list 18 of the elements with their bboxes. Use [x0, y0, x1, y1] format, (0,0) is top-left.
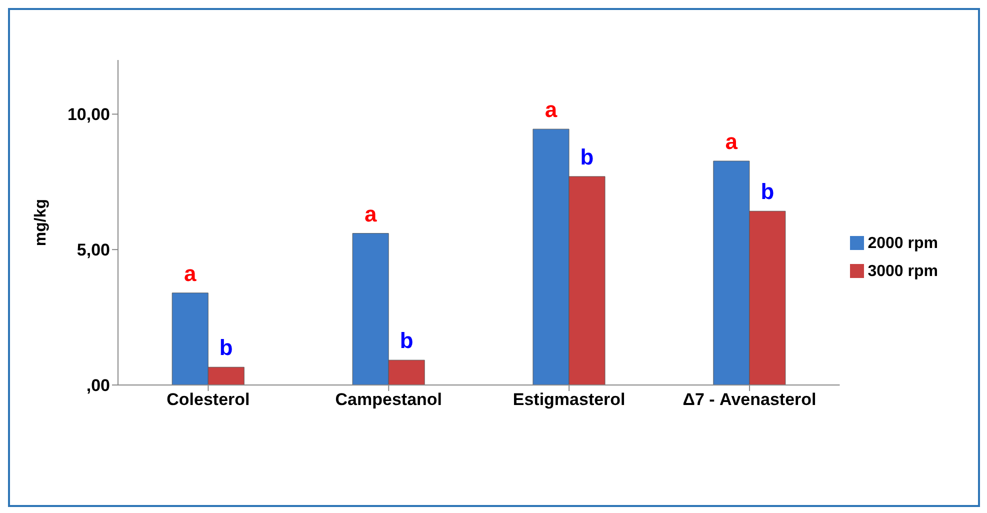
- data-label: b: [219, 335, 233, 360]
- data-label: a: [725, 129, 738, 154]
- y-tick-label: ,00: [86, 376, 110, 396]
- data-label: a: [184, 260, 198, 286]
- data-label: b: [400, 328, 414, 354]
- x-tick-label: Δ7 - Avenasterol: [682, 390, 816, 410]
- legend-label: 2000 rpm: [868, 234, 938, 252]
- x-tick-label: Colesterol: [166, 390, 250, 410]
- data-label: a: [364, 201, 378, 226]
- y-axis-title: mg/kg: [32, 198, 50, 246]
- y-tick-label: 10,00: [67, 105, 110, 124]
- x-tick-label: Estigmasterol: [512, 390, 626, 410]
- y-tick-label: 5,00: [76, 240, 110, 260]
- legend-label: 3000 rpm: [868, 262, 938, 280]
- x-tick-label: Campestanol: [335, 390, 442, 410]
- data-label: b: [580, 144, 594, 170]
- data-label: a: [544, 97, 558, 122]
- data-label: b: [760, 179, 774, 204]
